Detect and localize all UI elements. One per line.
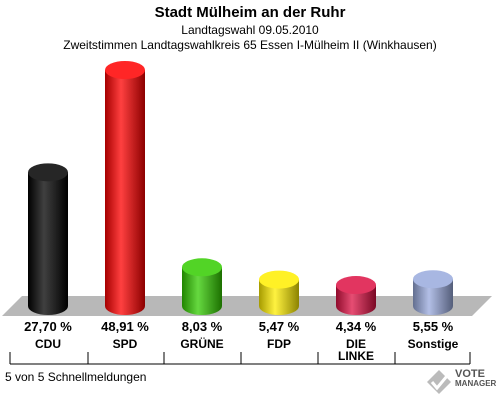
logo-text-line2: MANAGER xyxy=(455,379,497,388)
bar-2 xyxy=(182,267,222,315)
bar-top-3 xyxy=(259,270,299,289)
bar-top-0 xyxy=(28,163,68,182)
value-label-0: 27,70 % xyxy=(24,319,72,334)
bar-5 xyxy=(413,279,453,315)
bar-0 xyxy=(28,172,68,315)
category-label-2-0: GRÜNE xyxy=(180,336,223,351)
chart-subtitle: Landtagswahl 09.05.2010 xyxy=(181,23,319,37)
category-label-5-0: Sonstige xyxy=(408,337,459,351)
category-label-4-1: LINKE xyxy=(338,349,374,363)
footer-note: 5 von 5 Schnellmeldungen xyxy=(5,370,147,384)
bar-top-4 xyxy=(336,276,376,295)
vote-manager-logo xyxy=(427,370,451,394)
chart-title: Stadt Mülheim an der Ruhr xyxy=(154,4,346,21)
value-label-5: 5,55 % xyxy=(413,319,454,334)
bar-top-5 xyxy=(413,270,453,289)
logo-text-line1: VOTE xyxy=(455,368,485,380)
bar-3 xyxy=(259,279,299,315)
value-label-2: 8,03 % xyxy=(182,319,223,334)
value-label-3: 5,47 % xyxy=(259,319,300,334)
value-label-1: 48,91 % xyxy=(101,319,149,334)
bar-1 xyxy=(105,70,145,315)
chart-subtitle-2: Zweitstimmen Landtagswahlkreis 65 Essen … xyxy=(63,38,437,52)
bar-top-2 xyxy=(182,258,222,277)
category-label-0-0: CDU xyxy=(35,337,61,351)
category-label-1-0: SPD xyxy=(113,337,138,351)
category-label-3-0: FDP xyxy=(267,337,291,351)
category-label-4-0: DIE xyxy=(346,337,366,351)
value-label-4: 4,34 % xyxy=(336,319,377,334)
bar-top-1 xyxy=(105,61,145,79)
logo-text: VOTE MANAGER xyxy=(455,369,496,389)
